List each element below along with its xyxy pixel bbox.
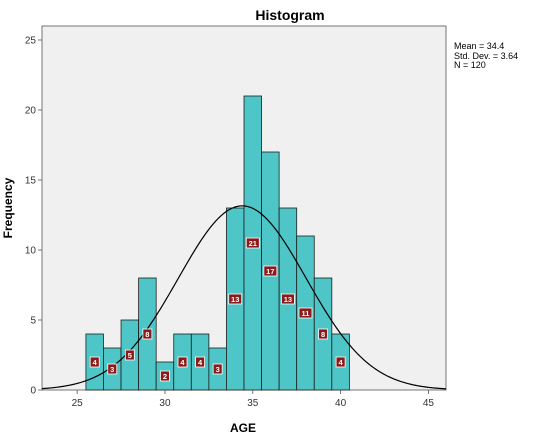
- bar-count-label: 3: [212, 363, 223, 375]
- bar-count-label: 4: [177, 356, 188, 368]
- bar-count-label-box: [245, 237, 260, 249]
- bar-count-label-text: 2: [163, 372, 167, 381]
- bar-count-label: 4: [89, 356, 100, 368]
- bar-count-label-box: [160, 370, 170, 382]
- bar-count-label-box: [263, 265, 278, 277]
- bar-count-label: 3: [107, 363, 118, 375]
- bar-count-label-text: 4: [198, 358, 203, 367]
- bar-count-label-box: [212, 363, 223, 375]
- bar-count-label: 21: [245, 237, 260, 249]
- bar-count-label-box: [195, 356, 205, 368]
- bar-count-label: 8: [318, 328, 328, 340]
- x-tick-label: 25: [72, 398, 84, 409]
- bar-count-label-text: 21: [249, 239, 257, 248]
- x-axis: 25 30 35 40 45: [72, 390, 435, 409]
- bar-count-label: 11: [298, 307, 313, 319]
- bar-count-label-box: [281, 293, 295, 305]
- bar-count-label-text: 4: [93, 358, 98, 367]
- y-tick-label: 10: [25, 246, 37, 257]
- bar-count-label-box: [89, 356, 100, 368]
- stats-mean: Mean = 34.4: [454, 41, 505, 51]
- y-axis: 0 5 10 15 20 25: [25, 36, 42, 397]
- bar-count-label: 13: [281, 293, 295, 305]
- bar-count-label-box: [142, 328, 153, 340]
- y-axis-label: Frequency: [1, 177, 15, 238]
- y-tick-label: 0: [30, 386, 36, 397]
- bar-count-label-box: [177, 356, 188, 368]
- bar-count-label: 13: [228, 293, 243, 305]
- bar-count-label-text: 13: [231, 295, 239, 304]
- bar-count-label-text: 4: [339, 358, 344, 367]
- bar-count-label-text: 17: [266, 267, 274, 276]
- bar-count-label: 5: [124, 349, 135, 361]
- stats-box: Mean = 34.4 Std. Dev. = 3.64 N = 120: [454, 41, 519, 71]
- x-tick-label: 35: [247, 398, 259, 409]
- y-tick-label: 5: [30, 316, 36, 327]
- bar-count-label-text: 3: [216, 365, 220, 374]
- bar-count-label-text: 3: [110, 365, 114, 374]
- bar-count-label-box: [318, 328, 328, 340]
- bar-count-label-text: 5: [128, 351, 132, 360]
- x-tick-label: 40: [335, 398, 347, 409]
- bar-count-label-text: 8: [145, 330, 149, 339]
- bar-count-label: 4: [195, 356, 205, 368]
- bar-count-labels: 4 3 5 8 2 4 4 3 13 21 17 13 11 8 4: [89, 237, 346, 382]
- stats-n: N = 120: [454, 60, 486, 70]
- x-axis-label: AGE: [230, 421, 256, 435]
- y-tick-label: 25: [25, 36, 37, 47]
- bar-count-label-text: 4: [180, 358, 185, 367]
- bar-count-label: 4: [335, 356, 346, 368]
- bar-count-label: 8: [142, 328, 153, 340]
- y-tick-label: 15: [25, 176, 37, 187]
- x-tick-label: 45: [423, 398, 435, 409]
- bar-count-label-box: [335, 356, 346, 368]
- bar-count-label-box: [228, 293, 243, 305]
- y-tick-label: 20: [25, 106, 37, 117]
- stats-std-dev: Std. Dev. = 3.64: [454, 50, 519, 61]
- x-tick-label: 30: [159, 398, 171, 409]
- bar-count-label-box: [124, 349, 135, 361]
- bar-count-label-text: 8: [321, 330, 325, 339]
- bar-count-label-text: 11: [302, 309, 310, 318]
- bar-count-label: 2: [160, 370, 170, 382]
- chart-title: Histogram: [255, 7, 324, 23]
- bar-count-label-text: 13: [284, 295, 292, 304]
- bar-count-label: 17: [263, 265, 278, 277]
- bar-count-label-box: [107, 363, 118, 375]
- bar-count-label-box: [298, 307, 313, 319]
